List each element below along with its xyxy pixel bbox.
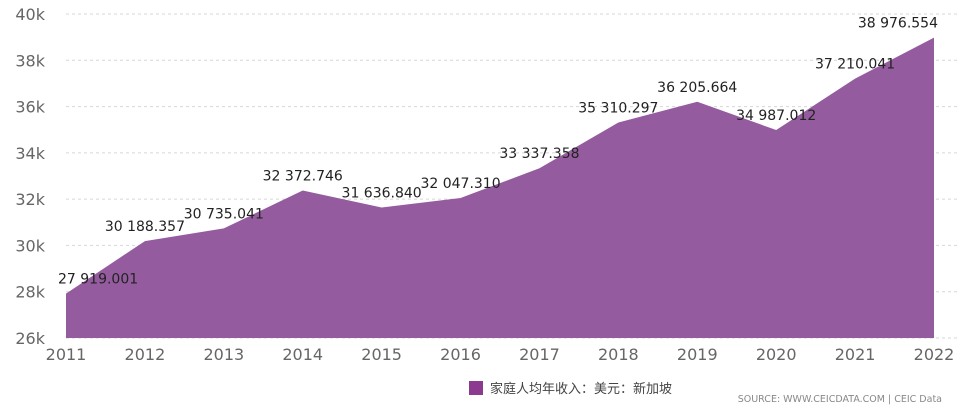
x-tick-label-2020: 2020: [756, 345, 797, 364]
y-tick-label-7: 40k: [15, 5, 45, 24]
x-tick-label-2016: 2016: [440, 345, 481, 364]
x-tick-label-2012: 2012: [125, 345, 166, 364]
source-credit: SOURCE: WWW.CEICDATA.COM | CEIC Data: [738, 394, 942, 405]
data-label-2020: 34 987.012: [736, 108, 816, 124]
x-tick-label-2019: 2019: [677, 345, 718, 364]
y-tick-label-4: 34k: [15, 144, 45, 163]
x-tick-label-2015: 2015: [361, 345, 402, 364]
x-tick-label-2011: 2011: [46, 345, 87, 364]
x-tick-label-2021: 2021: [835, 345, 876, 364]
data-label-2013: 30 735.041: [184, 206, 264, 222]
data-label-2011: 27 919.001: [58, 272, 138, 288]
legend-label: 家庭人均年收入：美元：新加坡: [490, 381, 672, 397]
data-label-2018: 35 310.297: [578, 101, 658, 117]
data-label-2014: 32 372.746: [263, 169, 343, 185]
area-series: [66, 37, 934, 339]
y-tick-label-6: 38k: [15, 51, 45, 70]
data-label-2022: 38 976.554: [858, 16, 938, 32]
data-label-2017: 33 337.358: [499, 146, 579, 162]
x-tick-label-2014: 2014: [282, 345, 323, 364]
x-tick-label-2022: 2022: [914, 345, 955, 364]
x-axis-ticks: 2011 2012 2013 2014 2015 2016 2017 2018 2019 2020…: [46, 345, 955, 364]
x-tick-label-2013: 2013: [203, 345, 244, 364]
x-tick-label-2017: 2017: [519, 345, 560, 364]
y-tick-label-1: 28k: [15, 283, 45, 302]
data-label-2016: 32 047.310: [420, 176, 500, 192]
legend-swatch: [469, 381, 483, 395]
y-tick-label-5: 36k: [15, 98, 45, 117]
y-tick-label-2: 30k: [15, 236, 45, 255]
area-fill: [66, 37, 934, 339]
data-label-2021: 37 210.041: [815, 57, 895, 73]
y-tick-label-3: 32k: [15, 190, 45, 209]
data-label-2012: 30 188.357: [105, 219, 185, 235]
legend: 家庭人均年收入：美元：新加坡: [469, 381, 672, 397]
y-axis-ticks: 26k 28k 30k 32k 34k 36k 38k 40k: [15, 5, 45, 348]
y-tick-label-0: 26k: [15, 329, 45, 348]
data-label-2019: 36 205.664: [657, 80, 737, 96]
x-tick-label-2018: 2018: [598, 345, 639, 364]
data-label-2015: 31 636.840: [342, 186, 422, 202]
